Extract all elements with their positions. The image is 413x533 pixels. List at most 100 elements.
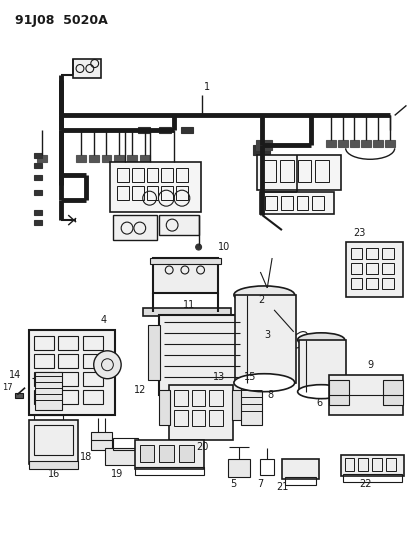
Bar xyxy=(89,155,98,162)
Text: 21: 21 xyxy=(275,482,287,492)
Bar xyxy=(296,196,308,210)
Bar xyxy=(83,390,102,403)
Bar xyxy=(34,175,42,180)
Text: 1: 1 xyxy=(203,83,209,92)
Bar xyxy=(29,419,78,464)
Bar xyxy=(117,186,129,200)
Bar xyxy=(159,127,171,133)
Bar xyxy=(180,127,192,133)
Text: 6: 6 xyxy=(316,398,321,408)
Bar xyxy=(132,186,143,200)
Bar xyxy=(234,295,295,383)
Bar xyxy=(366,263,377,274)
Bar xyxy=(29,330,115,415)
Bar xyxy=(161,186,173,200)
Bar xyxy=(178,445,193,463)
Text: 4: 4 xyxy=(100,315,107,325)
Bar xyxy=(176,186,188,200)
Bar xyxy=(381,263,393,274)
Bar xyxy=(127,155,137,162)
Bar xyxy=(252,146,270,155)
Bar xyxy=(281,459,318,480)
Bar xyxy=(161,168,173,182)
Bar xyxy=(152,258,218,293)
Text: 2: 2 xyxy=(258,295,264,305)
Bar xyxy=(366,278,377,289)
Text: 7: 7 xyxy=(256,480,263,489)
Ellipse shape xyxy=(233,374,294,392)
Bar xyxy=(337,140,347,147)
Bar xyxy=(174,410,188,425)
Bar xyxy=(328,379,348,405)
Text: 11: 11 xyxy=(182,300,195,310)
Bar xyxy=(231,390,242,419)
Bar xyxy=(298,340,345,392)
Bar xyxy=(384,140,394,147)
Bar xyxy=(140,155,149,162)
Bar xyxy=(117,168,129,182)
Bar xyxy=(146,168,158,182)
Bar xyxy=(58,372,78,386)
Bar xyxy=(113,215,157,240)
Bar xyxy=(34,210,42,215)
Bar xyxy=(382,379,401,405)
Bar xyxy=(34,154,42,158)
Bar xyxy=(34,336,53,350)
Bar xyxy=(83,372,102,386)
Bar xyxy=(34,354,53,368)
Bar xyxy=(381,278,393,289)
Bar xyxy=(15,393,23,398)
Bar xyxy=(381,248,393,259)
Text: 13: 13 xyxy=(213,372,225,382)
Bar xyxy=(58,390,78,403)
Text: 14: 14 xyxy=(9,370,21,379)
Bar xyxy=(35,372,62,410)
Bar xyxy=(350,248,361,259)
Bar xyxy=(138,127,149,133)
Text: 15: 15 xyxy=(244,372,256,382)
Bar xyxy=(209,390,223,406)
Bar xyxy=(101,155,111,162)
Bar xyxy=(371,457,381,472)
Bar xyxy=(90,432,112,449)
Bar xyxy=(140,445,154,463)
Bar xyxy=(372,140,382,147)
Bar xyxy=(34,163,42,168)
Bar xyxy=(146,186,158,200)
Bar xyxy=(114,155,124,162)
Bar xyxy=(350,278,361,289)
Text: 23: 23 xyxy=(353,228,365,238)
Bar xyxy=(191,390,205,406)
Bar xyxy=(37,155,47,162)
Bar xyxy=(34,390,53,403)
Bar xyxy=(240,385,262,425)
Bar xyxy=(260,192,333,214)
Bar xyxy=(349,140,358,147)
Bar xyxy=(34,425,73,455)
Bar xyxy=(135,467,203,475)
Bar xyxy=(176,168,188,182)
Bar xyxy=(385,457,395,472)
Text: 10: 10 xyxy=(218,242,230,252)
Text: 22: 22 xyxy=(358,480,370,489)
Bar xyxy=(105,448,144,465)
Bar xyxy=(159,390,170,425)
Bar xyxy=(34,415,63,423)
Text: 16: 16 xyxy=(48,470,60,480)
Bar xyxy=(83,336,102,350)
Bar xyxy=(29,462,78,470)
Text: 20: 20 xyxy=(196,441,209,451)
Bar xyxy=(132,168,143,182)
Text: 18: 18 xyxy=(80,451,92,462)
Bar xyxy=(147,325,160,379)
Bar xyxy=(113,438,138,449)
Bar xyxy=(110,162,200,212)
Bar xyxy=(262,160,275,182)
Bar xyxy=(228,459,249,478)
Ellipse shape xyxy=(297,333,344,347)
Ellipse shape xyxy=(233,286,294,304)
Bar xyxy=(342,474,401,482)
Bar xyxy=(256,140,271,150)
Circle shape xyxy=(195,244,201,250)
Bar xyxy=(284,478,316,486)
